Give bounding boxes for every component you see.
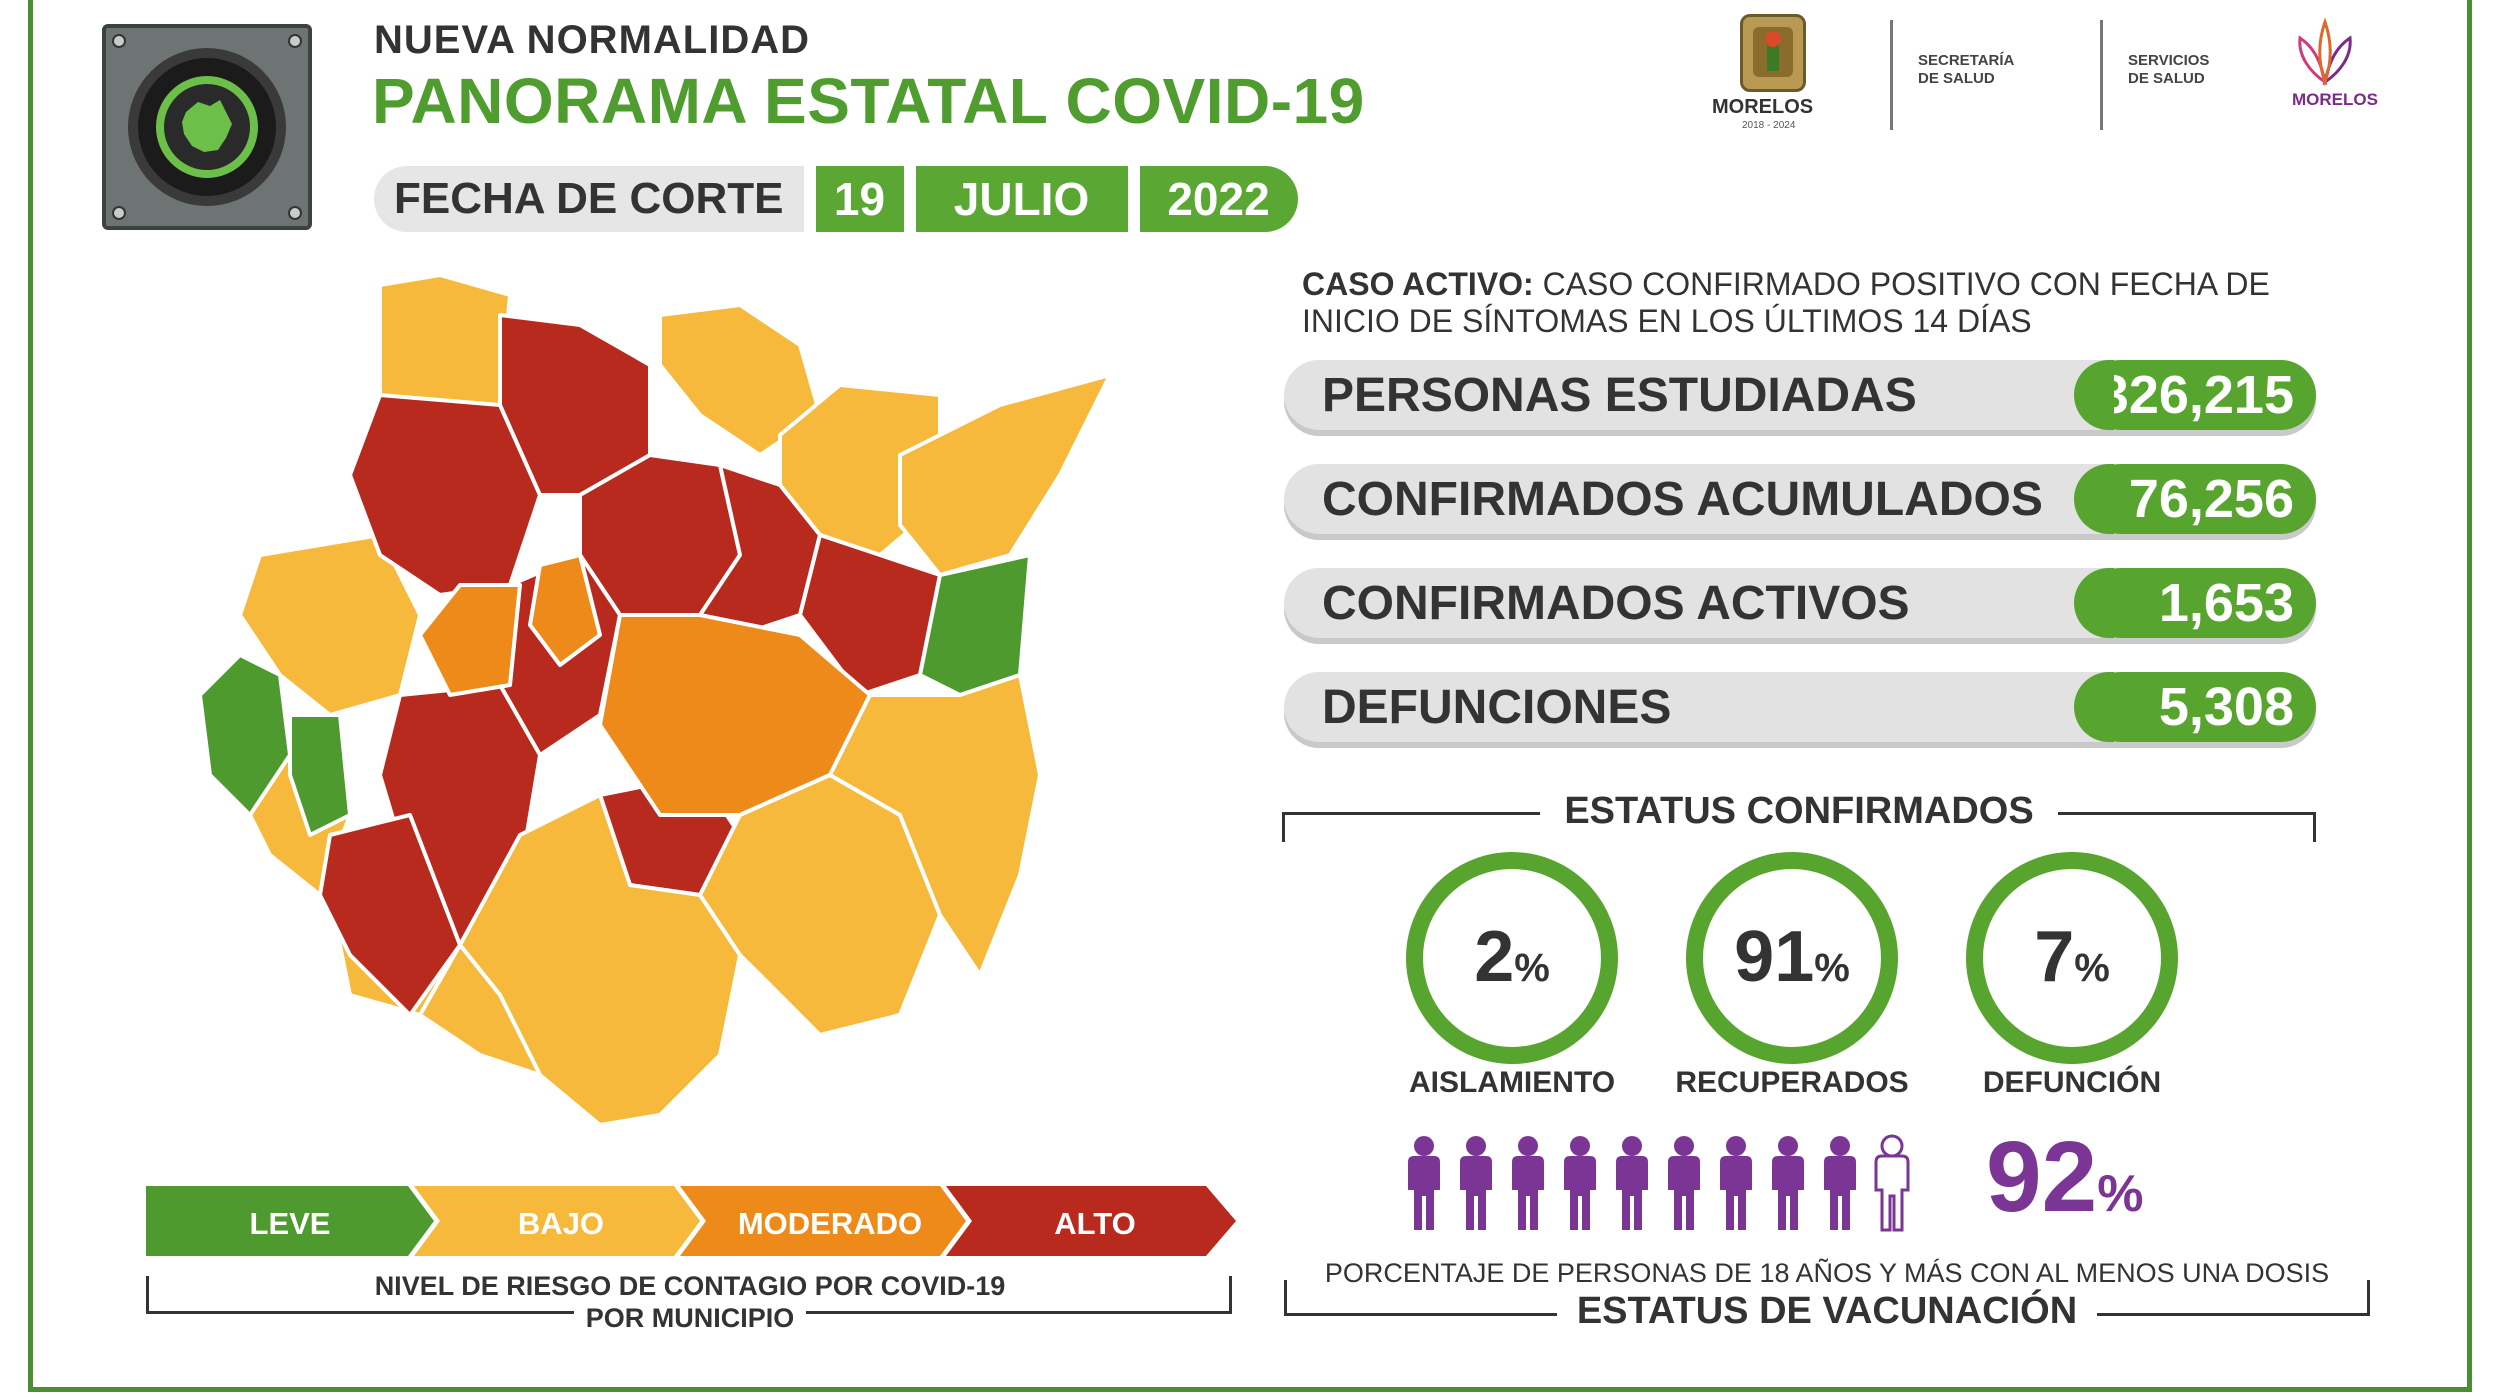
secretaria-label: SECRETARÍA DE SALUD — [1918, 52, 2015, 87]
vaccination-value: 92% — [1986, 1121, 2144, 1233]
active-case-definition: CASO ACTIVO: CASO CONFIRMADO POSITIVO CO… — [1302, 266, 2322, 340]
person-outline-icon — [1874, 1134, 1910, 1232]
state-risk-map — [198, 273, 1112, 1127]
person-icon — [1772, 1136, 1804, 1230]
stat-label: PERSONAS ESTUDIADAS — [1322, 369, 1917, 422]
stat-label: CONFIRMADOS ACUMULADOS — [1322, 473, 2043, 526]
date-label: FECHA DE CORTE — [374, 166, 804, 232]
status-label-recuperados: RECUPERADOS — [1675, 1066, 1909, 1099]
status-label-defuncion: DEFUNCIÓN — [1982, 1066, 2162, 1099]
municipality — [898, 373, 1112, 577]
definition-term: CASO ACTIVO: — [1302, 266, 1534, 302]
municipality — [828, 673, 1042, 977]
vaccination-caption: PORCENTAJE DE PERSONAS DE 18 AÑOS Y MÁS … — [1282, 1258, 2372, 1289]
institution-logos: MORELOS 2018 - 2024 SECRETARÍA DE SALUD … — [1700, 12, 2400, 142]
logo-ring — [128, 48, 286, 206]
legend-caption: NIVEL DE RIESGO DE CONTAGIO POR COVID-19… — [170, 1270, 1210, 1334]
stat-defunciones: DEFUNCIONES 5,308 — [1284, 672, 2316, 742]
stat-value: 326,215 — [2074, 360, 2316, 430]
legend-label-bajo: BAJO — [517, 1206, 605, 1241]
municipality — [418, 943, 542, 1077]
state-shape-icon — [182, 100, 232, 152]
person-icon — [1720, 1136, 1752, 1230]
bolt-icon — [112, 206, 126, 220]
date-day: 19 — [815, 166, 904, 232]
person-icon — [1460, 1136, 1492, 1230]
stat-personas-estudiadas: PERSONAS ESTUDIADAS 326,215 — [1284, 360, 2316, 430]
covid-panel-logo — [102, 24, 312, 230]
bolt-icon — [112, 34, 126, 48]
state-label: MORELOS — [1712, 96, 1814, 118]
subtitle: NUEVA NORMALIDAD — [374, 18, 810, 62]
stat-value: 1,653 — [2074, 568, 2316, 638]
stat-label: DEFUNCIONES — [1322, 681, 1672, 734]
date-year: 2022 — [1139, 166, 1298, 232]
date-month: JULIO — [915, 166, 1128, 232]
date-row: FECHA DE CORTE 19 JULIO 2022 — [374, 166, 1298, 232]
status-title: ESTATUS CONFIRMADOS — [1540, 790, 2058, 832]
definition-text: CASO CONFIRMADO POSITIVO CON FECHA DE IN… — [1302, 266, 2270, 339]
status-ring-defuncion: 7% — [1966, 852, 2178, 1064]
bolt-icon — [288, 206, 302, 220]
legend-swatch-moderado — [680, 1186, 966, 1256]
state-crest-icon — [1740, 14, 1806, 92]
person-icon — [1564, 1136, 1596, 1230]
lotus-brand-icon — [2298, 17, 2352, 87]
status-ring-recuperados: 91% — [1686, 852, 1898, 1064]
legend-swatch-leve — [146, 1186, 434, 1256]
vaccination-pictogram — [1408, 1134, 1910, 1232]
person-icon — [1824, 1136, 1856, 1230]
logo-inner — [156, 76, 258, 178]
divider — [2100, 20, 2103, 130]
municipality — [528, 553, 602, 667]
legend-label-alto: ALTO — [1054, 1206, 1136, 1241]
person-icon — [1616, 1136, 1648, 1230]
state-years: 2018 - 2024 — [1742, 120, 1796, 131]
legend-swatch-alto — [946, 1186, 1236, 1256]
bolt-icon — [288, 34, 302, 48]
status-header: ESTATUS CONFIRMADOS — [1282, 790, 2316, 842]
person-icon — [1512, 1136, 1544, 1230]
legend-label-leve: LEVE — [249, 1206, 331, 1241]
legend-label-moderado: MODERADO — [737, 1206, 923, 1241]
status-label-aislamiento: AISLAMIENTO — [1408, 1066, 1616, 1099]
brand-label: MORELOS — [2292, 90, 2378, 109]
municipality — [288, 713, 352, 837]
person-icon — [1408, 1136, 1440, 1230]
person-icon — [1668, 1136, 1700, 1230]
stat-label: CONFIRMADOS ACTIVOS — [1322, 577, 1910, 630]
stat-confirmados-activos: CONFIRMADOS ACTIVOS 1,653 — [1284, 568, 2316, 638]
municipality — [318, 813, 462, 1017]
status-ring-aislamiento: 2% — [1406, 852, 1618, 1064]
divider — [1890, 20, 1893, 130]
municipality — [418, 583, 522, 697]
stat-confirmados-acumulados: CONFIRMADOS ACUMULADOS 76,256 — [1284, 464, 2316, 534]
risk-legend: LEVE BAJO MODERADO ALTO — [146, 1186, 1236, 1256]
servicios-label: SERVICIOS DE SALUD — [2128, 52, 2210, 87]
page-title: PANORAMA ESTATAL COVID-19 — [372, 65, 1365, 137]
vaccination-title: ESTATUS DE VACUNACIÓN — [1282, 1290, 2372, 1333]
municipality — [698, 463, 822, 637]
stat-value: 76,256 — [2074, 464, 2316, 534]
stat-value: 5,308 — [2074, 672, 2316, 742]
legend-swatch-bajo — [414, 1186, 700, 1256]
